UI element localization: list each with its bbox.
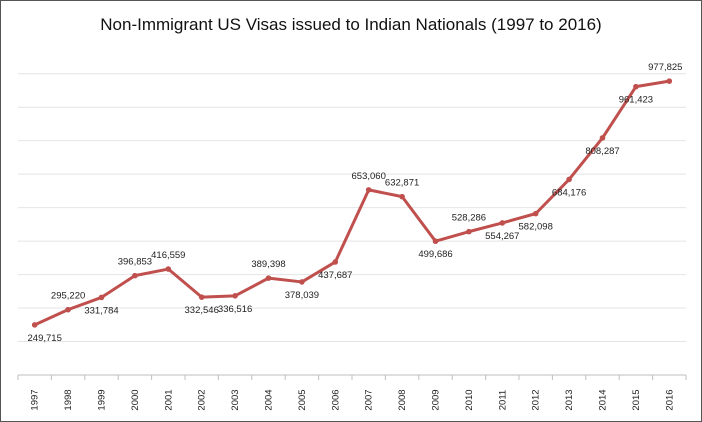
data-point — [299, 279, 305, 285]
x-tick-label: 1998 — [63, 389, 74, 410]
x-tick-label: 2014 — [598, 389, 609, 410]
data-label: 554,267 — [485, 231, 519, 242]
data-point — [265, 275, 272, 281]
data-label: 684,176 — [552, 187, 586, 198]
data-point — [633, 83, 639, 90]
data-point — [98, 294, 105, 301]
data-point — [65, 306, 71, 313]
data-point — [31, 322, 38, 328]
series-visas — [31, 78, 673, 328]
x-tick-label: 2015 — [631, 389, 642, 410]
data-point — [432, 238, 439, 245]
series-line — [34, 79, 670, 327]
data-label: 632,871 — [385, 178, 419, 189]
data-label: 331,784 — [84, 305, 118, 316]
data-label: 977,825 — [648, 62, 682, 73]
x-tick-label: 2008 — [397, 389, 408, 410]
x-tick-label: 2002 — [197, 389, 208, 410]
data-point — [466, 228, 472, 235]
x-tick-label: 2007 — [364, 389, 375, 410]
data-label: 332,546 — [185, 305, 219, 316]
data-label: 582,098 — [519, 222, 553, 233]
data-label: 808,287 — [585, 146, 619, 157]
x-tick-label: 2003 — [230, 389, 241, 410]
data-label: 499,686 — [418, 249, 452, 260]
x-tick-label: 2010 — [464, 389, 475, 410]
x-tick-label: 2016 — [664, 389, 675, 410]
data-label: 295,220 — [51, 291, 85, 302]
data-point — [666, 78, 673, 84]
data-point — [198, 294, 205, 300]
data-label: 961,423 — [619, 95, 653, 106]
data-label: 528,286 — [452, 213, 486, 224]
x-tick-label: 2009 — [431, 389, 442, 410]
data-label: 378,039 — [285, 290, 319, 301]
data-point — [165, 266, 172, 272]
chart-title: Non-Immigrant US Visas issued to Indian … — [100, 15, 602, 34]
x-tick-label: 2006 — [330, 389, 341, 410]
x-tick-label: 2004 — [264, 389, 275, 410]
x-tick-label: 1999 — [97, 389, 108, 410]
data-label: 249,715 — [28, 333, 62, 344]
data-label: 396,853 — [118, 257, 152, 268]
x-tick-label: 2012 — [531, 389, 542, 410]
data-label: 653,060 — [352, 171, 386, 182]
data-label: 416,559 — [151, 250, 185, 261]
x-tick-label: 2001 — [163, 389, 174, 410]
x-axis: 1997 1998 1999 2000 2001 2002 2003 2004 2005 2006… — [17, 374, 687, 411]
x-tick-label: 2005 — [297, 389, 308, 410]
data-point — [232, 293, 238, 299]
data-point — [532, 210, 539, 217]
data-point — [599, 135, 606, 141]
x-tick-label: 1997 — [30, 389, 41, 410]
data-point — [499, 220, 506, 226]
data-point — [132, 272, 138, 279]
x-tick-label: 2013 — [564, 389, 575, 410]
data-label: 437,687 — [318, 270, 352, 281]
data-point — [332, 259, 339, 265]
data-point — [365, 187, 372, 193]
data-label: 389,398 — [251, 259, 285, 270]
x-tick-label: 2000 — [130, 389, 141, 410]
data-label: 336,516 — [218, 304, 252, 315]
data-point — [566, 176, 572, 183]
x-tick-label: 2011 — [497, 390, 508, 410]
data-point — [399, 193, 405, 200]
